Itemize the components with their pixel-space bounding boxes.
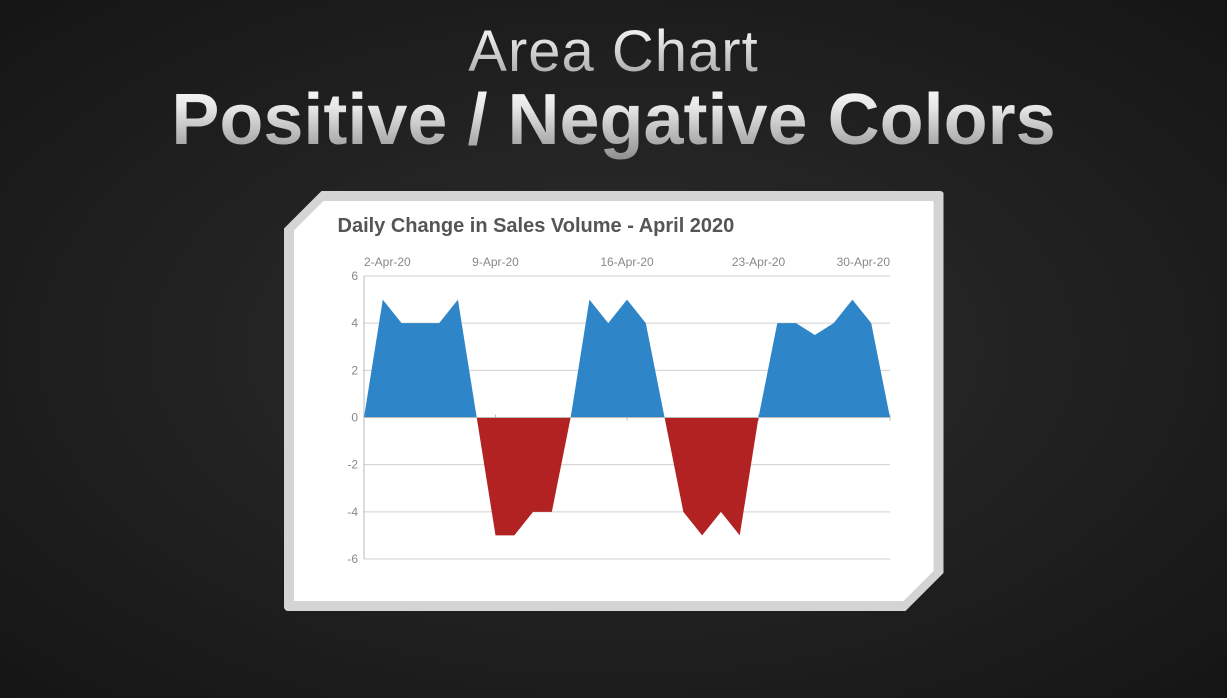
y-tick-label: 4 — [351, 316, 358, 330]
plot-area: -6 -4 -2 0 2 4 6 2-Apr-20 9-Apr-20 16-Apr-20 23-Ap… — [346, 248, 894, 563]
y-tick-label: 0 — [351, 411, 358, 425]
chart-svg: -6 -4 -2 0 2 4 6 2-Apr-20 9-Apr-20 16-Apr-20 23-Ap… — [346, 248, 894, 563]
area-negative — [476, 418, 570, 536]
x-tick-label: 16-Apr-20 — [600, 255, 654, 269]
chart-title: Daily Change in Sales Volume - April 202… — [294, 201, 934, 238]
x-tick-label: 23-Apr-20 — [731, 255, 785, 269]
chart-inner: Daily Change in Sales Volume - April 202… — [294, 201, 934, 601]
y-tick-label: 6 — [351, 269, 358, 283]
y-tick-label: -6 — [347, 552, 358, 563]
x-tick-label: 2-Apr-20 — [364, 255, 411, 269]
x-tick-label: 30-Apr-20 — [836, 255, 890, 269]
title-line-2: Positive / Negative Colors — [0, 79, 1227, 161]
chart-frame: Daily Change in Sales Volume - April 202… — [284, 191, 944, 611]
y-tick-label: -4 — [347, 505, 358, 519]
area-negative — [664, 418, 758, 536]
heading-block: Area Chart Positive / Negative Colors — [0, 0, 1227, 161]
y-tick-label: -2 — [347, 458, 358, 472]
area-positive — [570, 300, 664, 418]
area-positive — [758, 300, 890, 418]
x-tick-label: 9-Apr-20 — [472, 255, 519, 269]
y-tick-label: 2 — [351, 363, 358, 377]
title-line-1: Area Chart — [0, 18, 1227, 85]
area-positive — [364, 300, 477, 418]
